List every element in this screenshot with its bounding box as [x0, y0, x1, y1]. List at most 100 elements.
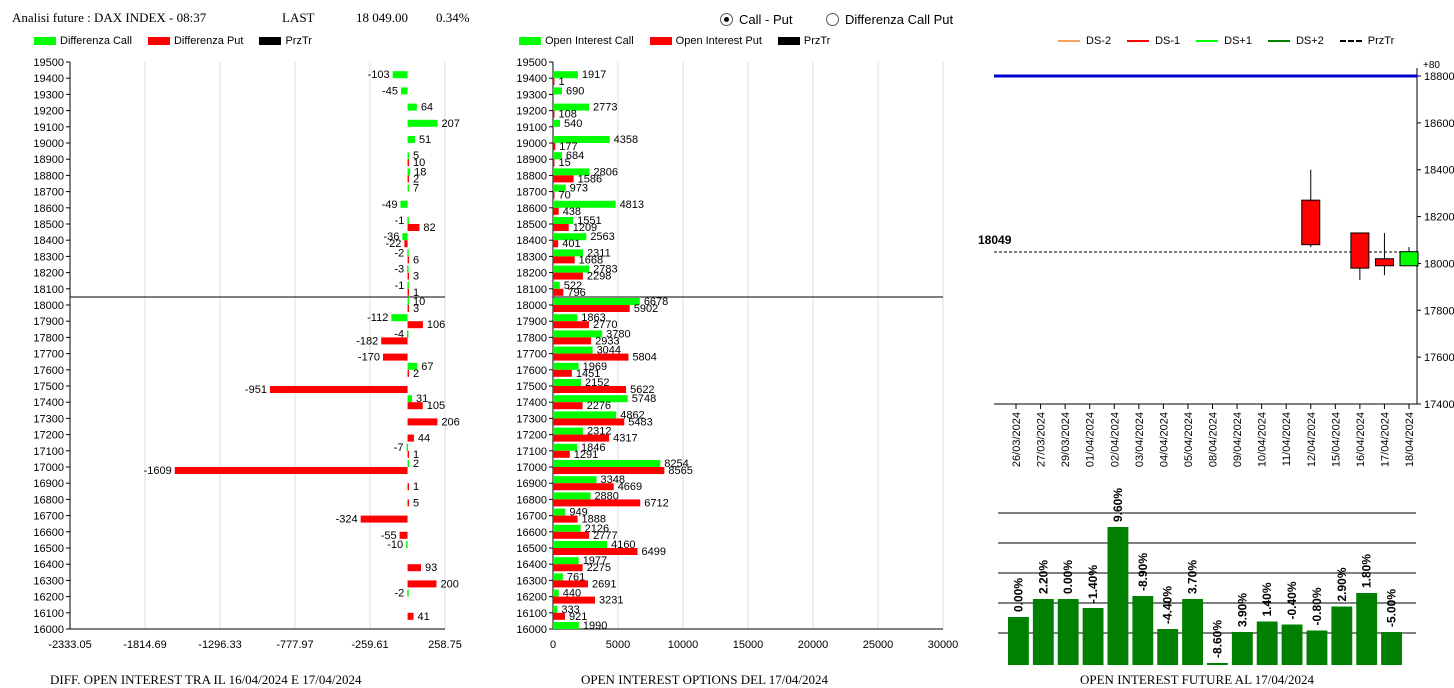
oi-put-bar — [553, 402, 583, 410]
oi-call-bar — [553, 443, 577, 451]
oi-y-tick: 16700 — [516, 511, 547, 523]
oi-call-bar — [553, 622, 579, 629]
oi-put-label: 796 — [567, 287, 585, 299]
oi-call-label: 1969 — [583, 361, 607, 373]
diff-put-bar — [407, 224, 420, 231]
diff-y-tick: 18700 — [33, 187, 64, 199]
fut-date-label: 09/04/2024 — [1232, 412, 1244, 467]
oi-call-bar — [553, 346, 593, 354]
oi-y-tick: 16200 — [516, 592, 547, 604]
legend-oi-call: Open Interest Call — [545, 35, 634, 47]
diff-call-bar — [400, 200, 408, 208]
oi-x-tick: 30000 — [928, 639, 959, 651]
diff-put-label: 2 — [413, 173, 419, 185]
oi-future-label: 9.60% — [1111, 488, 1125, 522]
diff-x-tick: 258.75 — [428, 639, 462, 651]
diff-put-bar — [404, 240, 408, 248]
diff-x-tick: -1296.33 — [198, 639, 241, 651]
oi-call-bar — [553, 476, 597, 484]
oi-put-label: 70 — [559, 190, 571, 202]
diff-put-bar — [407, 418, 438, 426]
oi-put-bar — [553, 78, 555, 86]
oi-y-tick: 17100 — [516, 446, 547, 458]
diff-call-bar — [407, 119, 438, 127]
oi-call-label: 522 — [564, 280, 582, 292]
diff-put-bar — [407, 483, 410, 491]
oi-call-label: 2806 — [593, 166, 617, 178]
oi-future-bar — [1032, 599, 1054, 665]
oi-call-label: 5748 — [632, 393, 656, 405]
diff-call-label: 7 — [413, 183, 419, 195]
diff-call-bar — [407, 589, 409, 597]
oi-future-label: 1.40% — [1260, 582, 1274, 616]
oi-put-label: 1451 — [576, 368, 600, 380]
diff-y-tick: 16100 — [33, 608, 64, 620]
oi-y-tick: 16400 — [516, 559, 547, 571]
oi-call-bar — [553, 71, 578, 79]
diff-call-label: 5 — [413, 150, 419, 162]
oi-call-label: 6678 — [644, 296, 668, 308]
fut-date-label: 18/04/2024 — [1404, 412, 1416, 467]
oi-y-tick: 18800 — [516, 170, 547, 182]
diff-put-bar — [174, 467, 408, 474]
oi-y-tick: 18100 — [516, 284, 547, 296]
diff-put-label: 6 — [413, 254, 419, 266]
diff-put-label: -324 — [336, 514, 358, 526]
diff-call-bar — [407, 395, 413, 403]
oi-put-label: 438 — [563, 206, 581, 218]
oi-put-label: 4669 — [618, 481, 642, 493]
diff-call-bar — [407, 152, 410, 160]
diff-x-tick: -1814.69 — [123, 639, 166, 651]
oi-call-bar — [553, 152, 562, 160]
fut-level-label: +80 — [1423, 60, 1440, 71]
diff-put-label: 1 — [413, 481, 419, 493]
oi-put-bar — [553, 305, 630, 312]
legend-ds-p2-line — [1267, 40, 1290, 42]
fut-date-label: 15/04/2024 — [1330, 412, 1342, 467]
oi-call-bar — [553, 541, 608, 548]
oi-put-label: 2933 — [595, 335, 619, 347]
oi-call-label: 2563 — [590, 231, 614, 243]
diff-put-label: 93 — [425, 562, 437, 574]
oi-put-bar — [553, 207, 559, 215]
diff-y-tick: 18300 — [33, 251, 64, 263]
oi-call-bar — [553, 87, 562, 95]
diff-call-bar — [392, 71, 408, 79]
oi-put-bar — [553, 337, 592, 345]
diff-call-bar — [407, 362, 418, 370]
diff-y-tick: 16500 — [33, 543, 64, 555]
oi-call-label: 8254 — [664, 458, 688, 470]
oi-put-label: 177 — [559, 141, 577, 153]
diff-y-tick: 18500 — [33, 219, 64, 231]
diff-put-bar — [407, 564, 422, 572]
radio-diff-call-put[interactable]: Differenza Call Put — [826, 12, 953, 27]
oi-y-tick: 16800 — [516, 494, 547, 506]
oi-call-bar — [553, 557, 579, 565]
oi-x-tick: 25000 — [863, 639, 894, 651]
oi-y-tick: 18200 — [516, 268, 547, 280]
diff-call-bar — [407, 460, 410, 467]
oi-y-tick: 17200 — [516, 430, 547, 442]
diff-y-tick: 17100 — [33, 446, 64, 458]
diff-y-tick: 16700 — [33, 511, 64, 523]
diff-call-bar — [407, 184, 410, 192]
footer-diff: DIFF. OPEN INTEREST TRA IL 16/04/2024 E … — [50, 672, 362, 687]
fut-date-label: 29/03/2024 — [1060, 412, 1072, 467]
oi-call-label: 1917 — [582, 69, 606, 81]
radio-call-put[interactable]: Call - Put — [720, 12, 792, 27]
diff-y-tick: 17600 — [33, 365, 64, 377]
oi-y-tick: 17800 — [516, 332, 547, 344]
oi-put-label: 6499 — [641, 546, 665, 558]
diff-y-tick: 17900 — [33, 316, 64, 328]
legend-oi-prz: PrzTr — [803, 35, 831, 47]
oi-put-label: 1291 — [574, 449, 598, 461]
oi-put-bar — [553, 499, 641, 507]
oi-call-label: 2783 — [593, 264, 617, 276]
oi-put-label: 3231 — [599, 595, 623, 607]
oi-future-label: -0.80% — [1310, 587, 1324, 625]
diff-y-tick: 19300 — [33, 89, 64, 101]
fut-y-tick: 18400 — [1424, 165, 1454, 177]
diff-put-label: 82 — [423, 222, 435, 234]
diff-put-bar — [407, 402, 423, 410]
diff-y-tick: 18200 — [33, 268, 64, 280]
